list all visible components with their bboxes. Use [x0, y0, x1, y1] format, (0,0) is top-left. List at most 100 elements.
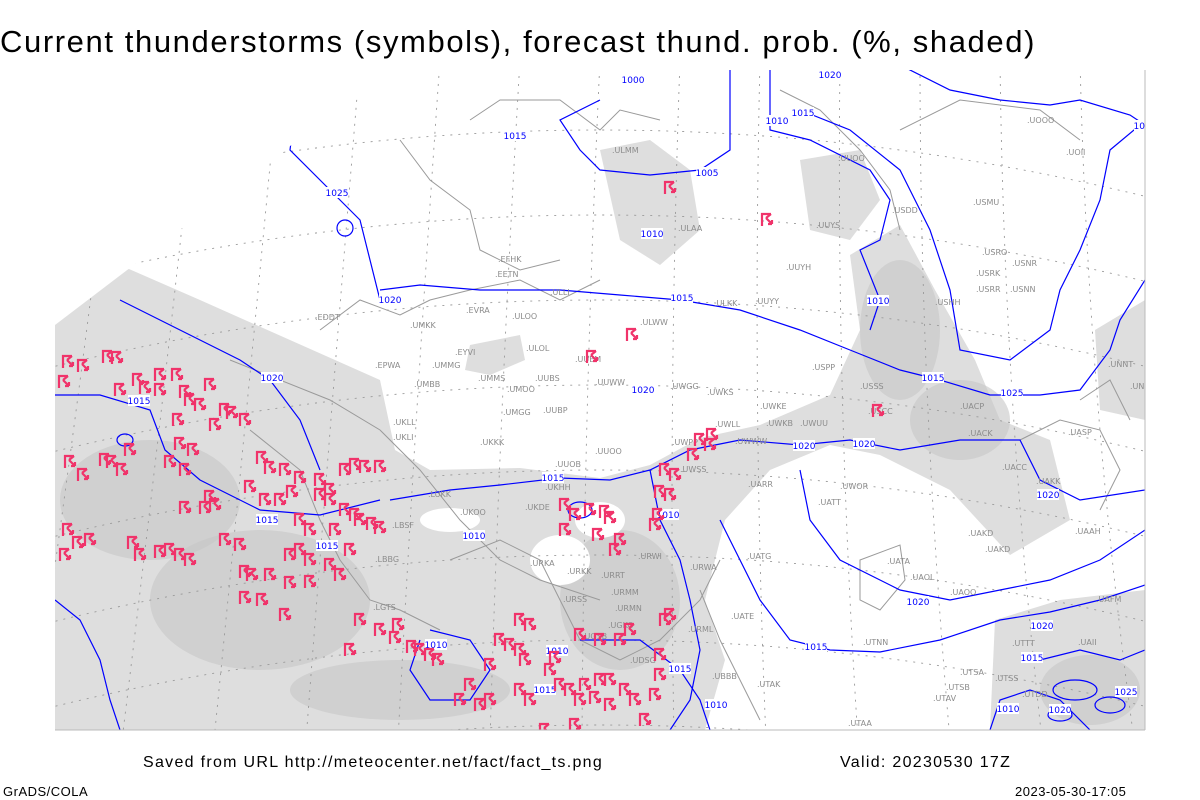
isobar-label: 1015: [792, 109, 815, 119]
station-label: .UWPP: [672, 438, 698, 447]
thunderstorm-icon: [483, 692, 497, 706]
isobar-label: 1015: [316, 542, 339, 552]
thunderstorm-icon: [101, 349, 115, 363]
station-label: .ULWW: [640, 318, 668, 327]
thunderstorm-icon: [178, 500, 192, 514]
station-label: .URKK: [567, 567, 592, 576]
station-label: .UUWW: [595, 378, 625, 387]
station-labels: .EDDT .EPWA .UMMG .EYVI .EVRA .ULOO .ULOL .UMMS…: [315, 116, 1155, 728]
coastline: [249, 429, 441, 631]
station-label: .UATT: [818, 498, 841, 507]
isobar-line: [289, 70, 381, 301]
thunderstorm-icon: [173, 436, 187, 450]
thunderstorm-icon: [588, 690, 602, 704]
thunderstorm-icon: [278, 607, 292, 621]
isobar-label: 1010: [657, 511, 680, 521]
thunderstorm-icon: [245, 567, 259, 581]
isobar-label: 1015: [128, 397, 151, 407]
station-label: .UAKK: [1036, 477, 1061, 486]
isobar-label: 1015: [542, 474, 565, 484]
station-label: .UNBB: [1130, 382, 1155, 391]
meridian: [671, 70, 681, 730]
thunderstorm-icon: [513, 612, 527, 626]
thunderstorm-icon: [133, 547, 147, 561]
thunderstorm-icon: [568, 717, 582, 730]
isobar-label-bg: [546, 645, 568, 656]
chart-title: Current thunderstorms (symbols), forecas…: [0, 24, 1036, 59]
station-label: .UKLI: [393, 433, 413, 442]
isobar-label: 1020: [1134, 122, 1157, 132]
thunderstorm-icon: [293, 512, 307, 526]
station-label: .USNR: [1012, 259, 1037, 268]
thunderstorm-icon: [258, 492, 272, 506]
coastline: [319, 279, 601, 331]
thunderstorm-icon: [76, 358, 90, 372]
thunderstorm-icon: [163, 454, 177, 468]
station-label: .UWUU: [800, 419, 828, 428]
probability-gap: [420, 508, 480, 532]
station-label: .UWKS: [707, 388, 734, 397]
isobar-line: [769, 70, 891, 331]
probability-area-high: [560, 530, 680, 670]
isobar-label-bg: [326, 187, 348, 198]
thunderstorm-icon: [483, 657, 497, 671]
meridian: [489, 70, 521, 730]
station-label: .ULOO: [512, 312, 537, 321]
thunderstorm-icon: [338, 502, 352, 516]
station-label: .UKDE: [525, 503, 550, 512]
thunderstorm-icon: [338, 462, 352, 476]
isobar-label: 1015: [1021, 654, 1044, 664]
isobar-label-bg: [256, 514, 278, 525]
isobar-label-bg: [657, 509, 679, 520]
station-label: .UBBB: [712, 672, 737, 681]
isobar-label: 1020: [379, 296, 402, 306]
thunderstorm-icon: [283, 547, 297, 561]
isobar-label-bg: [504, 130, 526, 141]
station-label: .UNNT: [1108, 360, 1133, 369]
station-label: .UWKB: [766, 419, 793, 428]
station-label: .UWKE: [760, 402, 787, 411]
station-label: .UUYS: [816, 221, 840, 230]
coastline: [399, 139, 561, 271]
isobar-label-bg: [379, 294, 401, 305]
thunderstorm-icon: [453, 692, 467, 706]
thunderstorm-icon: [63, 454, 77, 468]
thunderstorm-icon: [760, 212, 774, 226]
station-label: .ULKK: [714, 299, 738, 308]
isobar-label: 1025: [326, 189, 349, 199]
thunderstorm-icon: [648, 687, 662, 701]
station-label: .UAKD: [968, 529, 993, 538]
thunderstorm-icon: [193, 397, 207, 411]
station-label: .UTDD: [1022, 690, 1048, 699]
thunderstorm-icon: [373, 520, 387, 534]
thunderstorm-icon: [57, 374, 71, 388]
station-label: .URKA: [530, 559, 555, 568]
thunderstorm-icon: [573, 692, 587, 706]
thunderstorm-icon: [71, 535, 85, 549]
thunderstorm-icon: [353, 612, 367, 626]
meridian: [919, 70, 951, 730]
thunderstorm-icon: [585, 349, 599, 363]
isobar-label-bg: [792, 107, 814, 118]
isobar-label-bg: [534, 684, 556, 695]
thunderstorm-icon: [343, 642, 357, 656]
thunderstorm-icon: [568, 507, 582, 521]
isobar-label: 1025: [1115, 688, 1138, 698]
station-label: .UWOR: [840, 482, 869, 491]
isobar-label: 1010: [997, 705, 1020, 715]
thunderstorm-icon: [238, 412, 252, 426]
station-label: .LBSF: [392, 521, 414, 530]
thunderstorm-icon: [523, 617, 537, 631]
isobar-label: 1020: [261, 374, 284, 384]
meridian: [397, 70, 441, 730]
station-label: .LUKK: [428, 490, 452, 499]
station-label: .UAKD: [985, 545, 1010, 554]
isobar-label: 1025: [1001, 389, 1024, 399]
probability-area-high: [910, 380, 1010, 460]
parallel: [55, 299, 1145, 371]
isobar-line: [799, 469, 1145, 601]
thunderstorm-icon: [583, 502, 597, 516]
station-label: .EYVI: [455, 348, 475, 357]
isobar-label-bg: [907, 596, 929, 607]
